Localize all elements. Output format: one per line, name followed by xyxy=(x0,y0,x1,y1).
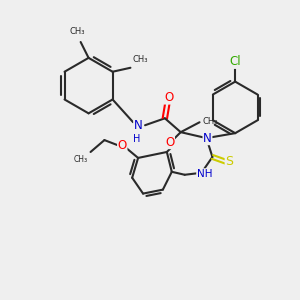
Text: Cl: Cl xyxy=(230,55,241,68)
Text: O: O xyxy=(165,136,174,148)
Text: NH: NH xyxy=(197,169,212,179)
Text: N: N xyxy=(203,132,212,145)
Text: O: O xyxy=(164,91,173,104)
Text: CH₃: CH₃ xyxy=(132,55,148,64)
Text: S: S xyxy=(225,155,233,168)
Text: CH₃: CH₃ xyxy=(70,27,86,36)
Text: N: N xyxy=(134,119,142,132)
Text: CH₃: CH₃ xyxy=(74,155,88,164)
Text: O: O xyxy=(118,139,127,152)
Text: H: H xyxy=(134,134,141,144)
Text: CH₃: CH₃ xyxy=(202,117,218,126)
